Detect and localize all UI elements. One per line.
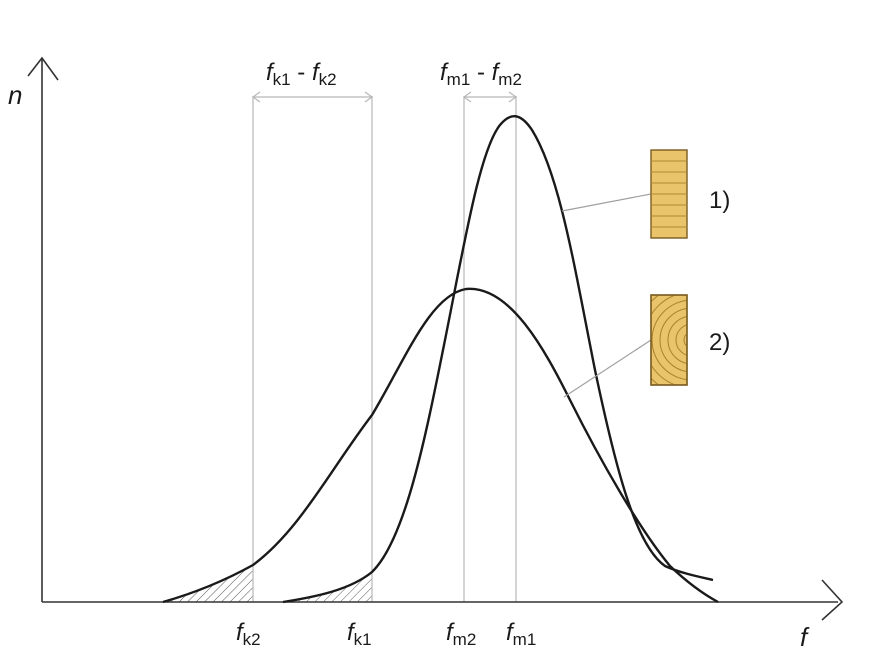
legend-label-2: 2) — [709, 329, 730, 356]
arrow-fk-difference — [251, 91, 374, 103]
label-fm-difference: fm1 - fm2 — [440, 59, 522, 89]
label-fk-difference: fk1 - fk2 — [266, 59, 337, 89]
y-axis — [27, 56, 59, 602]
tick-label-fm1: fm1 — [506, 619, 536, 649]
tick-label-fm2: fm2 — [446, 619, 476, 649]
y-axis-label: n — [8, 80, 22, 110]
leader-1 — [561, 193, 652, 212]
tail-hatch-curve-2 — [163, 565, 253, 602]
x-axis — [42, 579, 844, 621]
tick-label-fk1: fk1 — [347, 619, 372, 649]
leader-2 — [563, 339, 652, 398]
arrow-fm-difference — [462, 91, 518, 103]
tick-label-fk2: fk2 — [236, 619, 261, 649]
x-axis-label: f — [800, 622, 810, 652]
tail-hatch-curve-1 — [283, 572, 372, 602]
legend-label-1: 1) — [709, 187, 730, 214]
board-2-icon — [650, 294, 688, 386]
curve-1-narrow — [282, 115, 714, 604]
board-1-icon — [650, 149, 688, 239]
curve-2-wide — [162, 287, 719, 604]
